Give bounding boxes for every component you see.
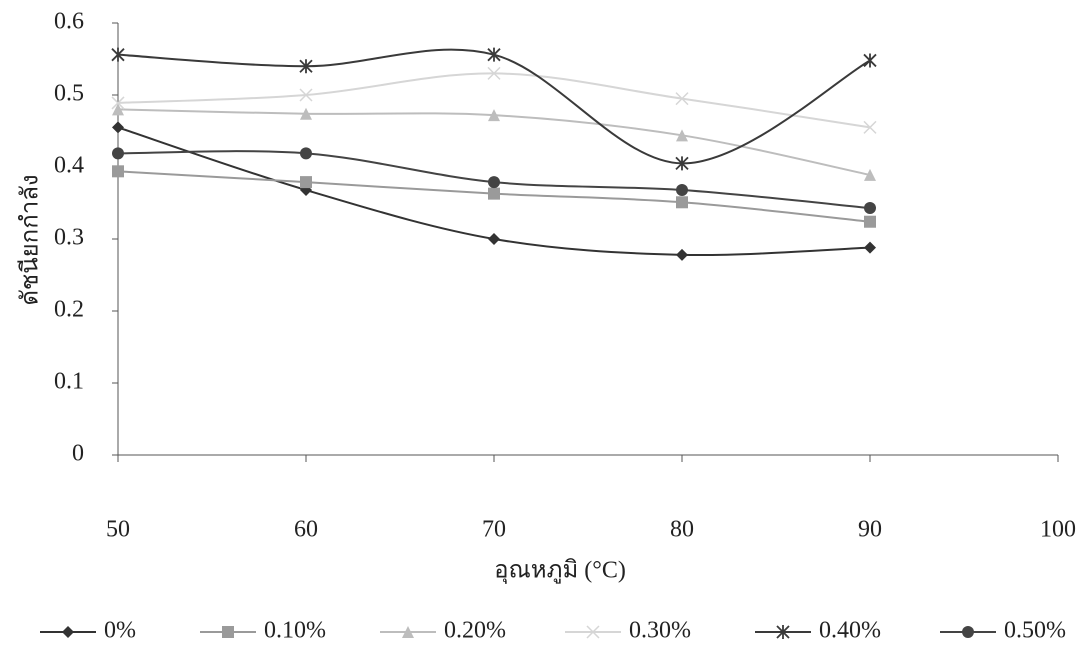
marker xyxy=(488,233,500,245)
y-tick-label: 0.4 xyxy=(54,153,84,179)
legend-entry: 0.40% xyxy=(755,618,881,644)
x-tick-label: 100 xyxy=(1040,517,1076,543)
legend-entry: 0.50% xyxy=(940,618,1066,644)
marker xyxy=(488,176,500,188)
marker xyxy=(864,242,876,254)
y-tick-label: 0.3 xyxy=(54,225,84,251)
legend-entry: 0% xyxy=(40,618,136,644)
x-axis-label: อุณหภูมิ (°C) xyxy=(494,558,626,585)
y-tick-label: 0.5 xyxy=(54,81,84,107)
marker xyxy=(962,626,974,638)
marker xyxy=(112,165,124,177)
marker xyxy=(222,626,234,638)
legend-label: 0.10% xyxy=(264,618,326,644)
x-tick-label: 80 xyxy=(670,517,694,543)
marker xyxy=(864,216,876,228)
marker xyxy=(676,184,688,196)
legend-entry: 0.20% xyxy=(380,618,506,644)
marker xyxy=(300,176,312,188)
marker xyxy=(488,188,500,200)
legend-label: 0.20% xyxy=(444,618,506,644)
marker xyxy=(864,202,876,214)
series-line xyxy=(118,50,870,164)
y-tick-label: 0.2 xyxy=(54,297,84,323)
x-tick-label: 50 xyxy=(106,517,130,543)
marker xyxy=(676,196,688,208)
legend-label: 0% xyxy=(104,618,136,644)
legend-entry: 0.10% xyxy=(200,618,326,644)
x-tick-label: 90 xyxy=(858,517,882,543)
chart: อุณหภูมิ (°C) ดัชนียกกำลัง 0 0.1 0.2 0.3 0.4… xyxy=(0,0,1092,645)
legend-label: 0.50% xyxy=(1004,618,1066,644)
y-axis-label: ดัชนียกกำลัง xyxy=(17,174,44,305)
marker xyxy=(62,626,74,638)
y-tick-label: 0.6 xyxy=(54,9,84,35)
marker xyxy=(676,249,688,261)
legend-label: 0.30% xyxy=(629,618,691,644)
marker xyxy=(300,147,312,159)
legend-label: 0.40% xyxy=(819,618,881,644)
marker xyxy=(112,121,124,133)
marker xyxy=(112,147,124,159)
marker xyxy=(864,53,876,67)
x-tick-label: 60 xyxy=(294,517,318,543)
y-tick-label: 0.1 xyxy=(54,369,84,395)
legend-entry: 0.30% xyxy=(565,618,691,644)
y-tick-label: 0 xyxy=(72,441,84,467)
x-tick-label: 70 xyxy=(482,517,506,543)
